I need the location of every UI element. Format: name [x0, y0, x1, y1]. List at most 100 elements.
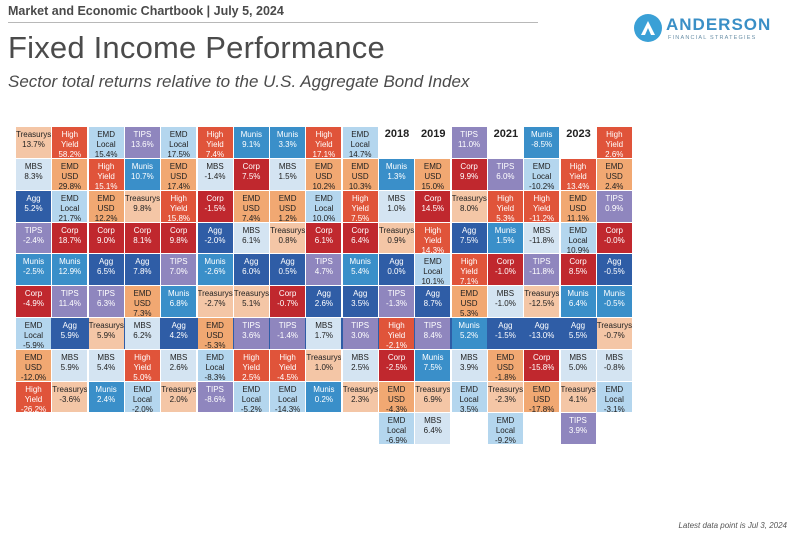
sector-cell: EMD Local -2.0%	[124, 381, 160, 413]
sector-name: High Yield	[496, 193, 515, 213]
sector-name: Treasurys	[306, 352, 342, 362]
sector-return: 4.1%	[568, 394, 588, 404]
sector-cell: MBS -1.4%	[197, 159, 233, 190]
company-logo: ANDERSON FINANCIAL STRATEGIES	[634, 14, 794, 48]
sector-name: Munis	[313, 384, 335, 394]
sector-return: 6.2%	[133, 331, 152, 340]
sector-name: High Yield	[206, 130, 224, 150]
sector-return: -17.8%	[529, 404, 555, 413]
sector-name: High Yield	[61, 130, 79, 150]
sector-cell: Munis 6.4%	[560, 286, 596, 317]
sector-cell: EMD Local 17.5%	[161, 127, 197, 158]
sector-name: TIPS	[24, 225, 43, 235]
sector-name: TIPS	[278, 321, 297, 330]
sector-name: Corp	[133, 225, 152, 235]
sector-name: Agg	[135, 257, 150, 267]
sector-cell: High Yield 2.5%	[233, 349, 269, 381]
sector-return: 58.2%	[58, 150, 82, 158]
sector-cell: EMD USD -1.8%	[487, 349, 523, 381]
sector-cell: Munis 12.9%	[52, 254, 88, 286]
sector-cell: Agg -1.5%	[487, 318, 523, 349]
sector-cell: Munis 2.4%	[88, 381, 124, 413]
sector-cell: MBS 6.4%	[415, 413, 451, 445]
sector-return: 10.9%	[566, 245, 590, 254]
sector-cell: TIPS 13.6%	[124, 127, 160, 158]
sector-cell: High Yield 15.8%	[161, 190, 197, 222]
sector-return: 7.8%	[133, 267, 152, 277]
sector-cell: High Yield 58.2%	[52, 127, 88, 158]
sector-cell: Munis 9.1%	[233, 127, 269, 158]
sector-name: Agg	[498, 321, 513, 330]
sector-return: 3.5%	[351, 299, 370, 309]
sector-return: -4.5%	[277, 372, 299, 381]
sector-name: TIPS	[242, 321, 261, 330]
sector-name: MBS	[605, 352, 623, 362]
sector-cell: EMD USD 29.8%	[52, 159, 88, 190]
sector-cell: Treasurys 5.9%	[88, 318, 124, 349]
sector-name: Agg	[607, 257, 622, 267]
sector-cell: EMD Local -3.1%	[596, 381, 632, 413]
sector-name: TIPS	[315, 257, 333, 267]
sector-cell: EMD Local 10.9%	[560, 222, 596, 254]
sector-cell: TIPS -11.8%	[524, 254, 560, 286]
sector-name: Treasurys	[88, 321, 124, 330]
sector-name: MBS	[424, 416, 442, 426]
sector-return: 7.5%	[242, 172, 261, 181]
sector-cell: Treasurys 13.7%	[16, 127, 51, 158]
sector-cell: MBS 2.6%	[161, 349, 197, 381]
sector-return: 6.8%	[169, 299, 188, 309]
sector-return: 11.1%	[566, 213, 590, 222]
sector-cell: Munis -0.5%	[596, 286, 632, 317]
sector-cell: EMD Local -5.9%	[16, 318, 51, 349]
sector-return: 5.1%	[242, 299, 261, 309]
sector-name: Treasurys	[197, 289, 233, 299]
sector-name: Agg	[389, 257, 404, 267]
sector-return: -2.1%	[386, 341, 407, 349]
sector-name: Munis	[422, 352, 444, 362]
sector-name: EMD Local	[423, 257, 443, 277]
year-label: 2019	[421, 128, 446, 140]
sector-cell: TIPS 0.9%	[596, 190, 632, 222]
sector-return: 5.9%	[60, 331, 79, 340]
sector-name: Corp	[351, 225, 369, 235]
sector-return: 2.6%	[169, 362, 188, 372]
sector-return: 5.4%	[351, 267, 370, 277]
sector-return: 3.9%	[568, 426, 588, 436]
sector-name: EMD USD	[97, 193, 115, 213]
sector-name: Munis	[168, 289, 190, 299]
sector-name: EMD Local	[350, 130, 370, 150]
sector-cell: Treasurys 6.9%	[415, 381, 451, 413]
sector-cell: TIPS 11.0%	[451, 127, 487, 158]
sector-name: Agg	[316, 289, 331, 299]
sector-return: -0.5%	[603, 267, 625, 277]
sector-cell: Treasurys 2.3%	[342, 381, 378, 413]
sector-name: EMD Local	[314, 193, 334, 213]
sector-name: MBS	[278, 162, 297, 171]
sector-cell: Munis -2.6%	[197, 254, 233, 286]
sector-cell: MBS -0.8%	[596, 349, 632, 381]
sector-cell: EMD USD 2.4%	[596, 159, 632, 190]
year-label: 2018	[384, 128, 410, 140]
sector-cell: Treasurys -2.3%	[487, 381, 523, 413]
sector-return: -1.8%	[494, 372, 516, 381]
sector-cell: Munis -8.5%	[524, 127, 560, 158]
sector-cell: MBS -11.8%	[524, 222, 560, 254]
sector-name: High Yield	[351, 193, 369, 213]
sector-return: 21.7%	[58, 213, 82, 222]
sector-name: Agg	[461, 225, 477, 235]
sector-cell: EMD USD 5.3%	[451, 286, 487, 317]
sector-cell: Agg 0.5%	[270, 254, 306, 286]
sector-cell: High Yield 7.5%	[342, 190, 378, 222]
sector-cell: Treasurys 0.9%	[379, 222, 414, 254]
sector-name: Munis	[59, 257, 81, 267]
sector-cell: High Yield 17.1%	[306, 127, 342, 158]
sector-return: -8.3%	[204, 372, 226, 381]
sector-return: 8.3%	[24, 172, 43, 181]
sector-cell: Munis 1.3%	[379, 159, 414, 190]
sector-return: 5.3%	[459, 309, 479, 317]
year-label: 2021	[493, 128, 519, 140]
sector-name: EMD Local	[495, 416, 515, 436]
sector-cell: High Yield 14.3%	[415, 222, 451, 254]
sector-cell: EMD USD 15.0%	[415, 159, 451, 190]
sector-cell: Corp -2.5%	[379, 349, 414, 381]
